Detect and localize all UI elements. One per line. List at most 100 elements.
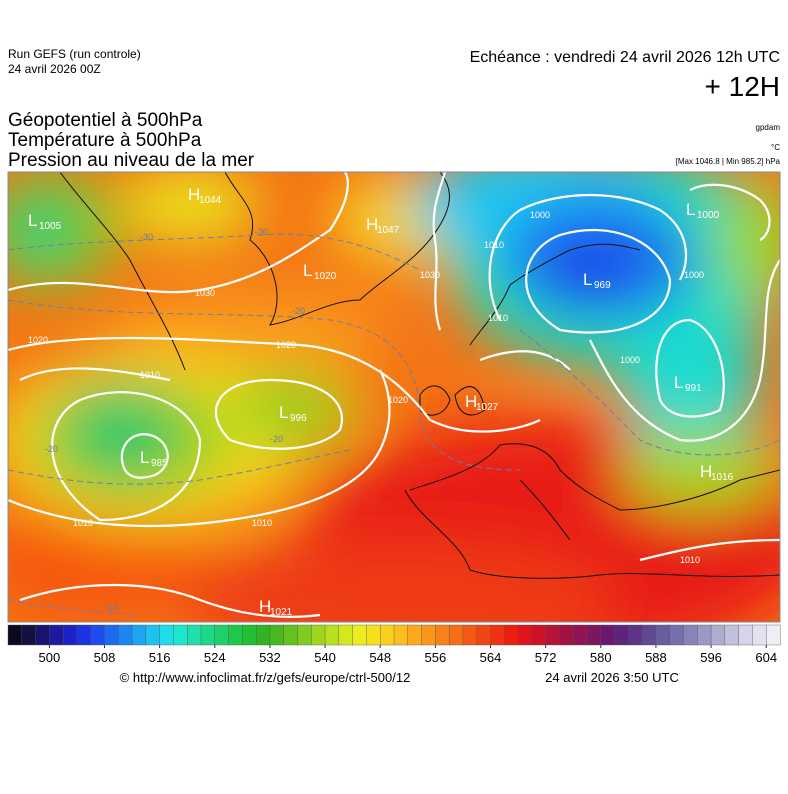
colorbar-cell [228,624,243,646]
colorbar-tick-label: 580 [590,650,612,665]
pressure-center-letter: H [366,215,378,234]
colorbar-tick-label: 572 [535,650,557,665]
pressure-center-value: 1027 [476,402,499,413]
generated-time: 24 avril 2026 3:50 UTC [545,670,679,685]
pressure-center-value: 1020 [314,271,337,282]
colorbar-tick-label: 508 [94,650,116,665]
lead-time: + 12H [705,71,781,102]
colorbar-cell [311,624,326,646]
run-date: 24 avril 2026 00Z [8,62,101,76]
colorbar-cell [421,624,436,646]
colorbar-cell [366,624,381,646]
isotherm-label: -20 [270,434,283,444]
isobar-label: 1010 [73,518,93,528]
colorbar-tick-label: 540 [314,650,336,665]
colorbar-cell [49,624,64,646]
colorbar-cell [297,624,312,646]
isobar-label: 1000 [620,355,640,365]
colorbar-cell [324,624,340,646]
colorbar-cell [669,624,685,646]
colorbar-cell [7,624,23,646]
colorbar-cell [242,624,257,646]
colorbar-cell [338,624,354,646]
pressure-center-value: 1021 [270,607,293,618]
colorbar-tick-label: 596 [700,650,722,665]
colorbar-tick-label: 556 [425,650,447,665]
colorbar-tick-label: 588 [645,650,667,665]
isobar-label: 1000 [530,210,550,220]
colorbar-cell [614,624,629,646]
colorbar-cell [159,624,174,646]
isobar-label: 1030 [420,270,440,280]
colorbar-cell [393,624,409,646]
colorbar-cell [628,624,643,646]
isotherm-label: -20 [292,306,305,316]
colorbar-cell [131,624,147,646]
colorbar-cell [200,624,216,646]
colorbar-cell [683,624,698,646]
colorbar-cell [559,624,574,646]
pressure-center-letter: L [279,403,288,422]
isotherm-label: -30 [140,232,153,242]
colorbar-cell [118,624,133,646]
isotherm-label: -20 [45,444,58,454]
colorbar-cell [269,624,285,646]
colorbar-cell [90,624,106,646]
title-3: Pression au niveau de la mer [8,150,255,171]
colorbar-cell [586,624,602,646]
isobar-label: 1020 [28,335,48,345]
isobar-label: 1010 [140,370,160,380]
isobar-label: 1010 [252,518,272,528]
colorbar-cell [35,624,50,646]
colorbar-cell [283,624,299,646]
isotherms [8,233,780,616]
colorbar-cell [448,624,464,646]
colorbar-cell [145,624,161,646]
colorbar-cell [352,624,367,646]
isobar-label: 1000 [684,270,704,280]
colorbar-cell [545,624,560,646]
pressure-center-letter: H [700,462,712,481]
colorbar: 500 508 516 524 532 540 548 556 564 572 580 588 596 6… [7,624,781,665]
colorbar-tick-label: 524 [204,650,226,665]
colorbar-cell [504,624,519,646]
colorbar-cell [76,624,92,646]
pressure-center-letter: H [188,185,200,204]
colorbar-tick-label: 548 [369,650,391,665]
pressure-center-letter: L [303,261,312,280]
pressure-center-letter: L [28,211,37,230]
pressure-center-value: 1000 [697,210,720,221]
coastlines [59,172,780,579]
colorbar-cell [752,624,767,646]
unit-temperature: °C [771,143,780,152]
colorbar-cell [462,624,478,646]
title-1: Géopotentiel à 500hPa [8,110,203,131]
pressure-center-letter: L [674,373,683,392]
pressure-center-value: 969 [594,280,611,291]
colorbar-cell [21,624,37,646]
pressure-center-letter: H [259,597,271,616]
colorbar-cell [517,624,533,646]
pressure-center-letter: L [686,200,695,219]
colorbar-cell [187,624,202,646]
colorbar-cell [641,624,657,646]
pressure-center-value: 985 [151,458,168,469]
colorbar-tick-label: 564 [480,650,502,665]
isotherm-label: -30 [255,227,268,237]
isotherm-label: -10 [105,602,118,612]
isobar-label: 1030 [195,288,215,298]
colorbar-cell [710,624,726,646]
map [8,172,780,622]
pressure-center-value: 1005 [39,221,62,232]
isobar-label: 1010 [680,555,700,565]
colorbar-cell [407,624,423,646]
colorbar-tick-label: 532 [259,650,281,665]
pressure-center-value: 1016 [711,472,734,483]
colorbar-cell [738,624,753,646]
colorbar-cell [214,624,230,646]
pressure-center-letter: L [583,270,592,289]
isobars [8,172,780,618]
colorbar-cell [531,624,547,646]
